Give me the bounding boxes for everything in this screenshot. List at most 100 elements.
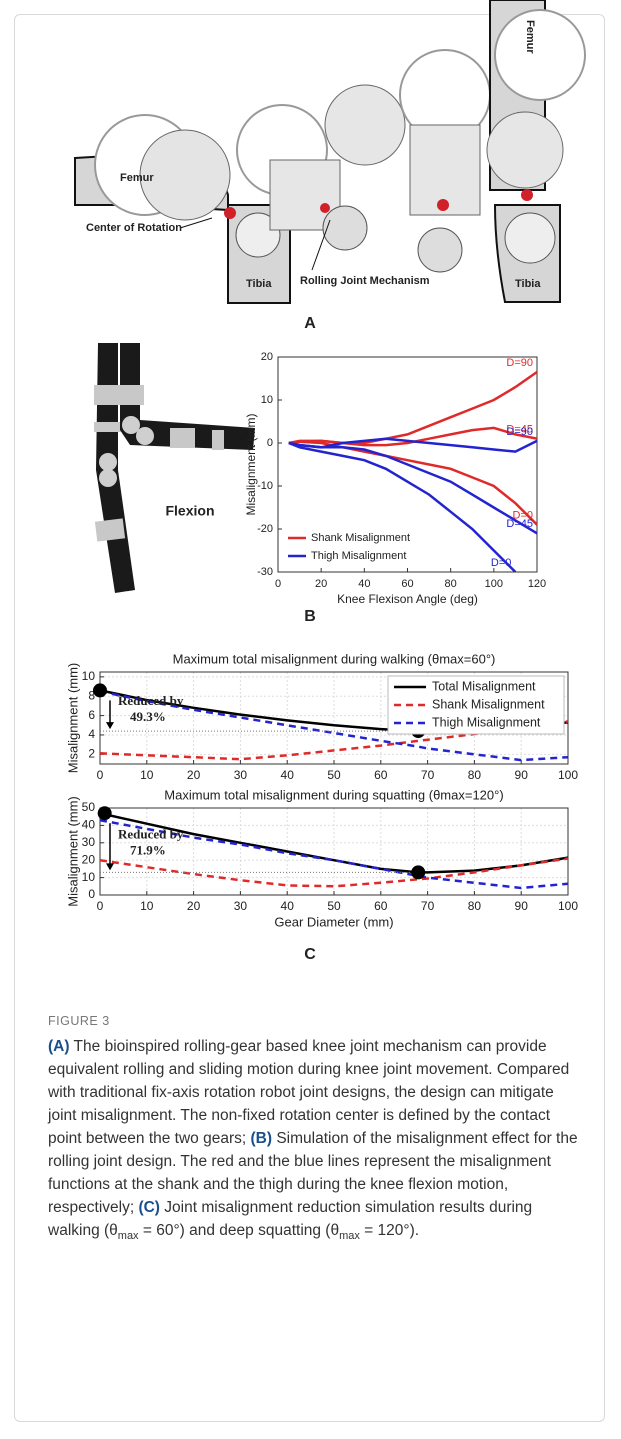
x-tick-label: 30 bbox=[234, 899, 248, 913]
x-tick-label: 40 bbox=[281, 899, 295, 913]
x-axis-label: Gear Diameter (mm) bbox=[274, 914, 393, 929]
legend-label: Thigh Misalignment bbox=[432, 715, 541, 729]
legend-box bbox=[387, 675, 565, 735]
series-label: D=45 bbox=[506, 518, 533, 530]
chart-title: Maximum total misalignment during walkin… bbox=[173, 651, 496, 666]
plot-frame bbox=[99, 671, 569, 765]
panel-label: A bbox=[304, 315, 316, 332]
data-line bbox=[288, 370, 537, 445]
x-tick-label: 80 bbox=[468, 768, 482, 782]
y-tick-label: 0 bbox=[88, 887, 95, 901]
caption-text: Joint misalignment reduction simulation … bbox=[48, 1199, 533, 1239]
caption-text: max bbox=[339, 1230, 360, 1243]
x-tick-label: 20 bbox=[315, 578, 327, 590]
marker bbox=[411, 865, 426, 880]
y-tick-label: 10 bbox=[82, 669, 96, 683]
caption-text: (B) bbox=[250, 1130, 273, 1147]
x-tick-label: 90 bbox=[515, 768, 529, 782]
legend-label: Total Misalignment bbox=[432, 679, 536, 693]
y-tick-label: 8 bbox=[88, 688, 95, 702]
y-tick-label: 50 bbox=[82, 800, 96, 814]
x-tick-label: 60 bbox=[374, 768, 388, 782]
panel-b-illustration bbox=[94, 343, 255, 593]
data-line bbox=[100, 690, 568, 762]
y-tick-label: 40 bbox=[82, 818, 96, 832]
arrow-head bbox=[106, 863, 114, 871]
y-tick-label: 6 bbox=[88, 708, 95, 722]
annotation: Reduced by bbox=[118, 826, 184, 841]
series-label: D=45 bbox=[506, 424, 533, 436]
annotation: Reduced by bbox=[118, 693, 184, 708]
marker bbox=[97, 806, 112, 821]
y-tick-label: 0 bbox=[267, 437, 273, 449]
x-axis-label: Knee Flexison Angle (deg) bbox=[337, 592, 478, 606]
x-tick-label: 70 bbox=[421, 899, 435, 913]
x-tick-label: 0 bbox=[97, 768, 104, 782]
annotation: 49.3% bbox=[130, 709, 166, 724]
data-line bbox=[100, 818, 568, 890]
x-tick-label: 80 bbox=[445, 578, 457, 590]
series-label: D=90 bbox=[506, 357, 533, 369]
plot-area bbox=[288, 370, 537, 572]
y-axis-label: Misalignment (mm) bbox=[65, 796, 80, 907]
x-tick-label: 10 bbox=[140, 768, 154, 782]
x-tick-label: 20 bbox=[187, 899, 201, 913]
x-tick-label: 50 bbox=[327, 899, 341, 913]
x-tick-label: 60 bbox=[374, 899, 388, 913]
y-tick-label: 20 bbox=[261, 351, 273, 363]
x-tick-label: 120 bbox=[528, 578, 546, 590]
data-line bbox=[288, 441, 517, 572]
y-tick-label: 20 bbox=[82, 852, 96, 866]
x-tick-label: 100 bbox=[558, 899, 578, 913]
x-tick-label: 0 bbox=[275, 578, 281, 590]
legend-label: Shank Misalignment bbox=[311, 532, 410, 544]
x-tick-label: 40 bbox=[358, 578, 370, 590]
figure: Femur Center of Rotation Tibia Rolling J… bbox=[65, 0, 586, 963]
annotation: 71.9% bbox=[130, 842, 166, 857]
illustration-label: Tibia bbox=[515, 278, 541, 290]
panel-label: C bbox=[304, 946, 316, 963]
data-line bbox=[288, 441, 537, 535]
data-line bbox=[100, 811, 568, 874]
marker bbox=[93, 683, 107, 698]
plot-frame bbox=[99, 807, 569, 896]
x-tick-label: 90 bbox=[515, 899, 529, 913]
caption-text: = 60°) and deep squatting (θ bbox=[138, 1222, 340, 1239]
caption: FIGURE 3 (A) The bioinspired rolling-gear… bbox=[48, 1010, 578, 1248]
y-tick-label: 10 bbox=[261, 394, 273, 406]
illustration-label: Femur bbox=[120, 172, 154, 184]
data-line bbox=[288, 440, 537, 526]
caption-text: (A) bbox=[48, 1038, 70, 1055]
series-label: D=0 bbox=[513, 510, 534, 522]
legend-label: Thigh Misalignment bbox=[311, 550, 406, 562]
arrow-head bbox=[106, 722, 114, 730]
caption-text: Simulation of the misalignment effect fo… bbox=[48, 1130, 578, 1216]
chart-title: Maximum total misalignment during squatt… bbox=[164, 787, 503, 802]
x-tick-label: 80 bbox=[468, 899, 482, 913]
x-tick-label: 30 bbox=[234, 768, 248, 782]
panel-a-illustration bbox=[74, 0, 586, 304]
x-tick-label: 60 bbox=[401, 578, 413, 590]
figure-label: FIGURE 3 bbox=[48, 1014, 110, 1028]
plot-frame bbox=[277, 356, 538, 573]
legend-box bbox=[283, 527, 417, 567]
y-tick-label: -10 bbox=[257, 480, 273, 492]
illustration-label: Center of Rotation bbox=[86, 222, 182, 234]
illustration-label: Flexion bbox=[165, 503, 214, 519]
x-tick-label: 70 bbox=[421, 768, 435, 782]
x-tick-label: 100 bbox=[485, 578, 503, 590]
x-tick-label: 0 bbox=[97, 899, 104, 913]
data-line bbox=[100, 720, 568, 761]
y-axis-label: Misalignment (mm) bbox=[244, 413, 258, 515]
y-tick-label: 4 bbox=[88, 727, 95, 741]
y-tick-label: 30 bbox=[82, 835, 96, 849]
y-tick-label: 10 bbox=[82, 870, 96, 884]
illustration-label: Femur bbox=[524, 20, 536, 54]
y-tick-label: 2 bbox=[88, 746, 95, 760]
caption-text: max bbox=[117, 1230, 139, 1243]
series-label: D=0 bbox=[491, 557, 512, 569]
illustration-label: Tibia bbox=[246, 278, 272, 290]
data-line bbox=[288, 426, 537, 447]
data-line bbox=[100, 857, 568, 888]
